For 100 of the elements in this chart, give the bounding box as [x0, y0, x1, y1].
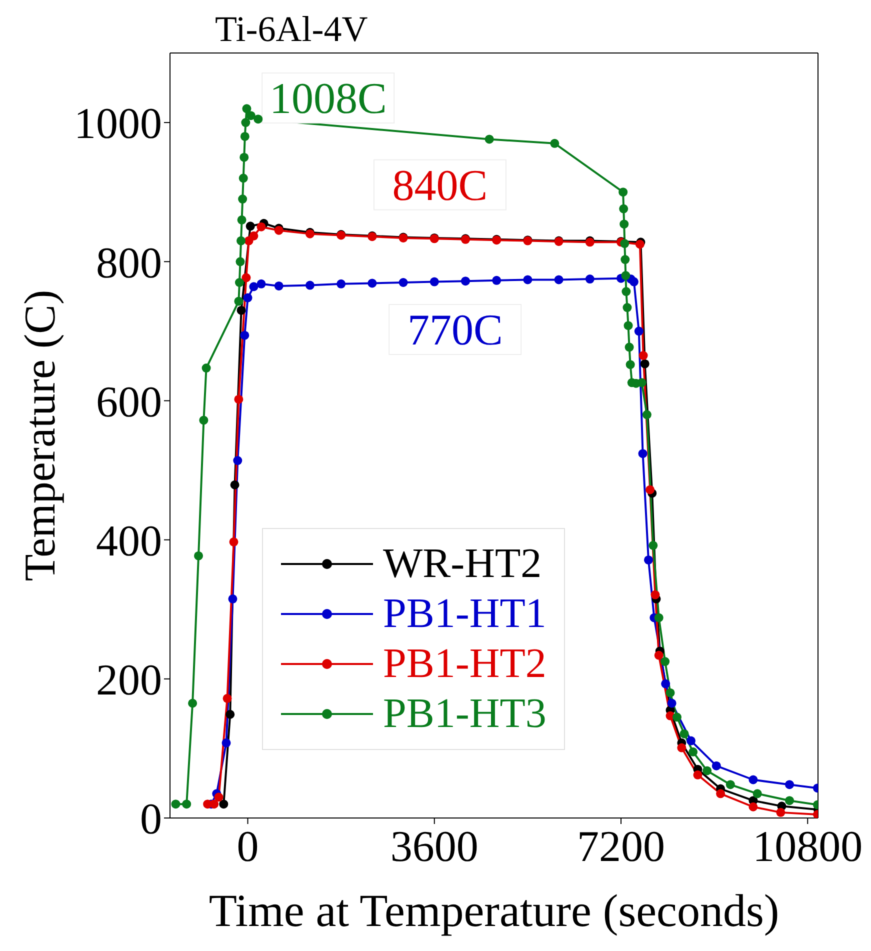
point	[748, 802, 758, 812]
point	[638, 449, 648, 458]
point	[368, 278, 377, 288]
point	[222, 694, 232, 703]
point	[243, 293, 252, 302]
point	[242, 104, 252, 114]
point	[648, 540, 658, 550]
point	[240, 132, 250, 141]
point	[238, 194, 248, 204]
point	[234, 394, 244, 404]
point	[716, 789, 726, 798]
point	[661, 679, 670, 688]
point	[624, 321, 633, 330]
legend-label: PB1-HT2	[383, 640, 546, 688]
point	[550, 138, 560, 148]
point	[460, 276, 470, 286]
y-tick-label: 600	[96, 377, 162, 426]
y-tick-label: 1000	[74, 99, 162, 148]
point	[274, 281, 284, 290]
point	[634, 326, 644, 336]
point	[305, 280, 314, 290]
point	[640, 359, 650, 368]
point	[686, 736, 696, 746]
point	[484, 134, 494, 144]
point	[242, 273, 251, 282]
point	[236, 257, 245, 266]
point	[624, 342, 634, 352]
point	[230, 480, 240, 490]
point	[622, 287, 631, 296]
point	[688, 747, 698, 756]
chart-title: Ti-6Al-4V	[215, 8, 368, 50]
legend-label: PB1-HT3	[383, 690, 546, 738]
point	[228, 594, 238, 604]
point	[219, 800, 228, 809]
y-tick-label: 400	[96, 516, 162, 566]
point	[748, 775, 758, 784]
point	[654, 613, 664, 622]
point	[667, 698, 676, 708]
point	[622, 303, 632, 312]
point	[554, 275, 564, 284]
point	[619, 204, 628, 214]
annotation: 1008C	[269, 74, 387, 123]
point	[236, 236, 246, 246]
point	[237, 215, 246, 224]
point	[256, 222, 266, 232]
point	[246, 111, 256, 120]
y-tick-label: 200	[96, 656, 162, 705]
point	[784, 796, 794, 806]
point	[254, 114, 263, 124]
x-tick-label: 3600	[390, 822, 478, 872]
point	[677, 743, 686, 752]
point	[233, 456, 242, 466]
point	[234, 296, 244, 306]
point	[654, 650, 664, 660]
y-tick-label: 800	[96, 238, 162, 288]
y-axis-title: Temperature (C)	[16, 290, 64, 582]
legend-label: PB1-HT1	[383, 590, 546, 638]
point	[702, 766, 712, 776]
point	[194, 551, 204, 560]
point	[638, 351, 648, 360]
point	[629, 277, 638, 286]
point	[693, 770, 702, 780]
point	[241, 118, 250, 128]
annotation: 770C	[407, 306, 503, 354]
point	[236, 306, 246, 315]
point	[210, 800, 219, 809]
point	[240, 152, 249, 162]
point	[336, 279, 346, 288]
point	[398, 278, 408, 287]
point	[660, 657, 670, 666]
point	[214, 792, 224, 802]
legend-label: WR-HT2	[383, 540, 542, 588]
point	[182, 800, 192, 809]
x-tick-label: 0	[236, 822, 259, 872]
point	[626, 360, 635, 370]
point	[650, 590, 660, 600]
point	[249, 282, 258, 292]
x-axis-title: Time at Temperature (seconds)	[208, 885, 780, 936]
point	[226, 710, 235, 719]
point	[620, 255, 630, 264]
point	[726, 780, 735, 790]
point	[171, 800, 180, 809]
point	[646, 485, 655, 494]
point	[430, 277, 439, 286]
point	[240, 330, 250, 340]
x-tick-label: 10800	[752, 822, 863, 872]
point	[199, 416, 208, 425]
point	[620, 239, 630, 248]
point	[620, 220, 629, 229]
point	[246, 222, 255, 231]
point	[672, 712, 682, 722]
point	[249, 231, 258, 240]
point	[644, 555, 653, 564]
point	[238, 174, 248, 183]
point	[784, 780, 794, 790]
point	[585, 274, 594, 284]
point	[256, 279, 266, 288]
point	[188, 698, 198, 708]
point	[752, 789, 762, 798]
point	[202, 364, 211, 373]
